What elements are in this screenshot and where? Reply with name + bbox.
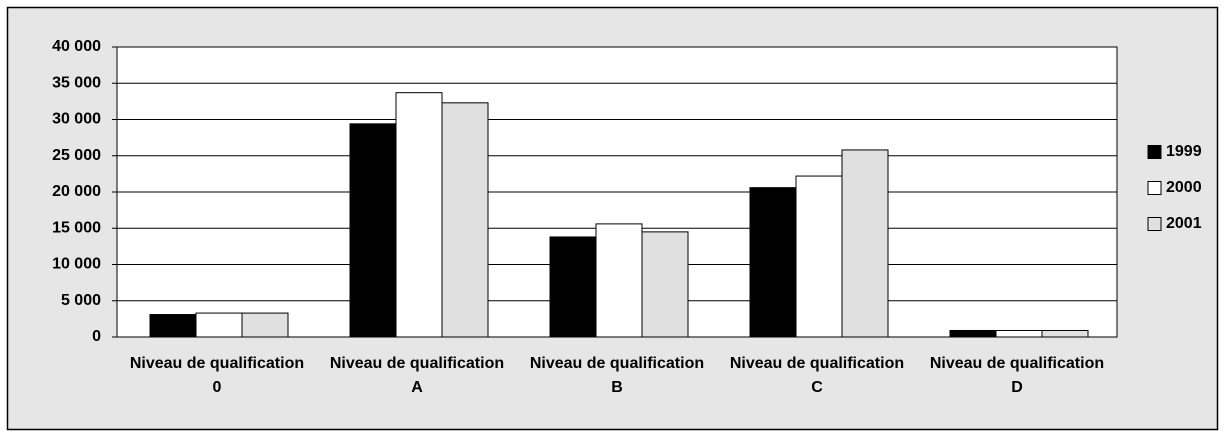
legend-label: 2000 xyxy=(1166,179,1202,196)
bar xyxy=(549,236,597,338)
bar xyxy=(641,231,689,338)
y-tick-label: 15 000 xyxy=(52,219,101,236)
bar xyxy=(995,329,1043,338)
bar xyxy=(441,102,489,338)
bar xyxy=(349,123,397,338)
bar xyxy=(241,312,289,338)
y-tick-label: 0 xyxy=(92,328,101,345)
x-tick-label: Niveau de qualification D xyxy=(929,355,1105,396)
legend-swatch xyxy=(1147,145,1162,159)
legend-swatch xyxy=(1147,217,1162,231)
y-tick-label: 5 000 xyxy=(61,292,101,309)
bar xyxy=(749,187,797,338)
bar xyxy=(195,312,243,338)
bar xyxy=(841,149,889,338)
legend-label: 2001 xyxy=(1166,215,1202,232)
y-tick-label: 35 000 xyxy=(52,74,101,91)
bar xyxy=(1041,329,1089,338)
y-tick-label: 20 000 xyxy=(52,183,101,200)
bar xyxy=(395,92,443,338)
x-tick-label: Niveau de qualification A xyxy=(329,355,505,396)
x-tick-label: Niveau de qualification B xyxy=(529,355,705,396)
y-tick-label: 40 000 xyxy=(52,38,101,55)
y-tick-label: 25 000 xyxy=(52,147,101,164)
y-tick-label: 10 000 xyxy=(52,256,101,273)
bar xyxy=(949,329,997,338)
bar xyxy=(149,314,197,338)
x-tick-label: Niveau de qualification C xyxy=(729,355,905,396)
y-tick-label: 30 000 xyxy=(52,111,101,128)
bar xyxy=(795,175,843,338)
bar xyxy=(595,223,643,338)
legend-swatch xyxy=(1147,181,1162,195)
legend-label: 1999 xyxy=(1166,143,1202,160)
x-tick-label: Niveau de qualification 0 xyxy=(129,355,305,396)
